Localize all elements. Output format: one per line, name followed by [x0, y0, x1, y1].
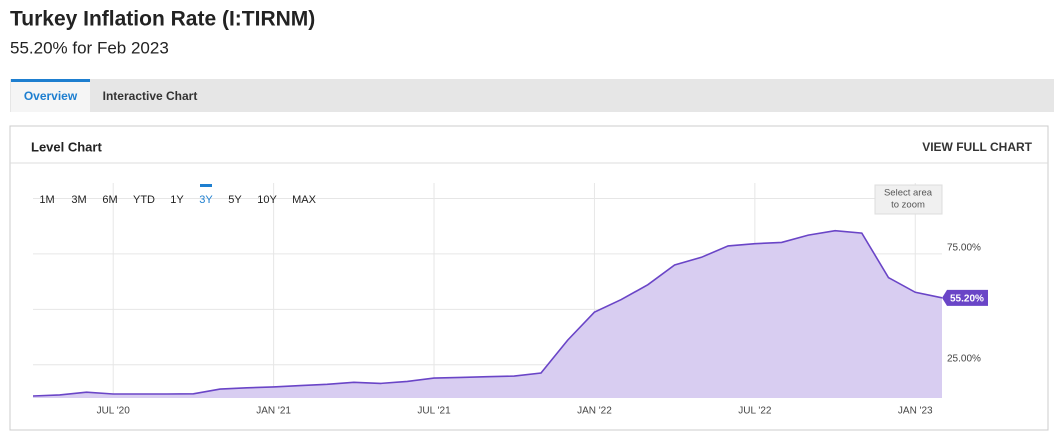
last-value-badge [942, 289, 988, 306]
page-subtitle: 55.20% for Feb 2023 [10, 38, 169, 57]
range-button[interactable]: MAX [292, 194, 317, 206]
page-title: Turkey Inflation Rate (I:TIRNM) [10, 8, 315, 31]
x-tick-label: JAN '22 [577, 406, 612, 417]
card-title: Level Chart [31, 139, 102, 154]
tab-bar [10, 79, 1054, 112]
x-tick-label: JUL '20 [97, 406, 131, 417]
view-full-chart[interactable]: VIEW FULL CHART [922, 140, 1032, 154]
tab[interactable]: Interactive Chart [103, 89, 198, 103]
range-indicator [200, 184, 212, 187]
tab[interactable]: Overview [24, 89, 78, 103]
line [32, 229, 943, 397]
y-tick-label: 25.00% [947, 353, 981, 364]
range-button[interactable]: 6M [102, 194, 117, 206]
range-button[interactable]: 10Y [257, 194, 277, 206]
tab-selected-bg [11, 79, 90, 112]
x-tick-label: JAN '23 [898, 406, 933, 417]
zoom-hint: Select area [884, 188, 933, 199]
last-value-label: 55.20% [950, 293, 984, 304]
range-button[interactable]: 1M [39, 194, 54, 206]
x-tick-label: JUL '21 [417, 406, 451, 417]
range-button[interactable]: 3M [71, 194, 86, 206]
range-button[interactable]: YTD [133, 194, 155, 206]
x-tick-label: JUL '22 [738, 406, 772, 417]
y-tick-label: 75.00% [947, 243, 981, 254]
tab-indicator [11, 79, 90, 82]
range-button[interactable]: 5Y [228, 194, 242, 206]
zoom-hint: to zoom [891, 200, 925, 211]
area-fill [33, 230, 942, 398]
zoom-hint-box [874, 184, 943, 215]
range-button[interactable]: 1Y [170, 194, 184, 206]
x-tick-label: JAN '21 [256, 406, 291, 417]
range-button[interactable]: 3Y [199, 194, 213, 206]
